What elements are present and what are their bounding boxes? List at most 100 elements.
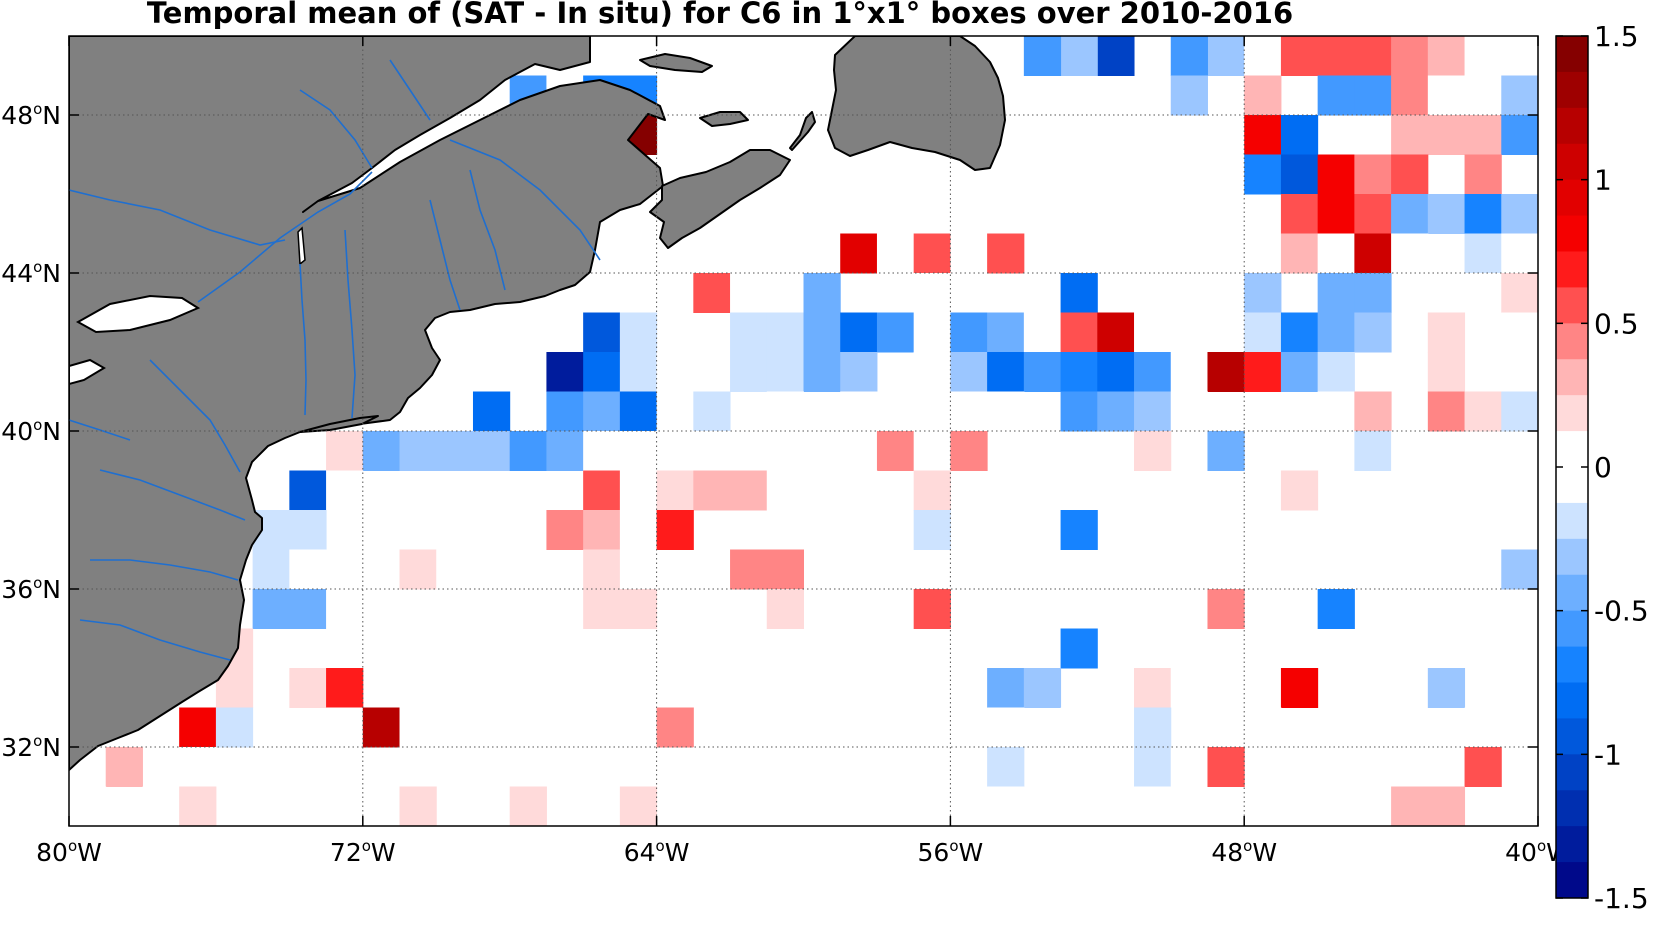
x-tick-label: 48oW	[1211, 837, 1277, 867]
river-james	[90, 559, 239, 581]
colorbar-segment	[1556, 36, 1588, 73]
colorbar-segment	[1556, 71, 1588, 109]
anomaly-cell	[1464, 273, 1502, 313]
anomaly-cell	[472, 549, 511, 590]
anomaly-cell	[583, 352, 621, 392]
anomaly-cell	[913, 233, 951, 274]
colorbar-segment	[1556, 610, 1588, 648]
anomaly-cell	[913, 431, 951, 471]
river-susquehanna	[149, 359, 241, 473]
anomaly-cell	[1280, 233, 1319, 274]
anomaly-cell	[1170, 36, 1208, 76]
anomaly-cell	[1464, 115, 1502, 155]
anomaly-cell	[1280, 470, 1319, 511]
colorbar-tick-label: 0.5	[1594, 307, 1639, 340]
anomaly-cell	[840, 233, 878, 274]
anomaly-cell	[1464, 391, 1502, 432]
anomaly-cell	[730, 312, 768, 353]
anomaly-cell	[1280, 36, 1319, 76]
anomaly-cell	[1097, 36, 1135, 76]
colorbar-segment	[1556, 287, 1588, 324]
anomaly-cell	[1391, 431, 1429, 471]
anomaly-cell	[1060, 391, 1098, 432]
anomaly-cell	[179, 747, 217, 787]
graticule	[69, 36, 1538, 826]
anomaly-cell	[326, 431, 364, 471]
anomaly-cell	[1427, 747, 1466, 787]
anomaly-cell	[766, 273, 804, 313]
anomaly-cell	[766, 470, 804, 511]
anomaly-cell	[1134, 352, 1172, 392]
anomaly-cell	[1244, 273, 1282, 313]
anomaly-cell	[1464, 233, 1502, 274]
anomaly-cell	[730, 549, 768, 590]
anomaly-cell	[1023, 668, 1062, 708]
anomaly-cell	[1280, 115, 1319, 155]
anomaly-cell	[1060, 312, 1098, 353]
colorbar-segment	[1556, 323, 1588, 360]
anomaly-cell	[1134, 273, 1172, 313]
anomaly-cell	[987, 786, 1025, 826]
anomaly-cell	[766, 589, 804, 629]
anomaly-cell	[583, 707, 621, 748]
anomaly-cell	[1317, 431, 1355, 471]
anomaly-cell	[1060, 36, 1098, 76]
anomaly-cell	[583, 589, 621, 629]
colorbar-segment	[1556, 467, 1588, 504]
anomaly-cell	[619, 352, 658, 392]
anomaly-cell	[1501, 75, 1538, 116]
colorbar-segment	[1556, 431, 1588, 468]
anomaly-cell	[840, 352, 878, 392]
anomaly-cell	[69, 786, 107, 826]
anomaly-cell	[1427, 628, 1466, 669]
anomaly-cell	[289, 510, 327, 550]
anomaly-cell	[1060, 273, 1098, 313]
anomaly-cell	[1207, 747, 1245, 787]
anomaly-cell	[1501, 233, 1538, 274]
anomaly-cell	[1354, 273, 1392, 313]
anomaly-cell	[1170, 747, 1208, 787]
anomaly-cell	[1134, 391, 1172, 432]
anomaly-cell	[289, 549, 327, 590]
anomaly-cell	[656, 707, 694, 748]
anomaly-cell	[1354, 75, 1392, 116]
river-penobscot	[469, 169, 506, 291]
anomaly-cell	[179, 707, 217, 748]
land-nova-scotia	[649, 149, 791, 249]
anomaly-cell	[1023, 36, 1062, 76]
anomaly-cell	[656, 431, 694, 471]
anomaly-cell	[619, 431, 658, 471]
anomaly-cell	[546, 510, 584, 550]
anomaly-cell	[803, 352, 841, 392]
land-anticosti	[639, 53, 713, 73]
anomaly-cell	[1354, 194, 1392, 234]
anomaly-cell	[1391, 786, 1429, 826]
anomaly-cell	[1427, 391, 1466, 432]
anomaly-cell	[987, 352, 1025, 392]
anomaly-cell	[1464, 707, 1502, 748]
colorbar-tick-label: -0.5	[1594, 595, 1649, 628]
x-tick-label: 64oW	[624, 837, 690, 867]
anomaly-cell	[1501, 391, 1538, 432]
anomaly-cell	[876, 431, 915, 471]
anomaly-cell	[950, 233, 988, 274]
anomaly-cell	[1060, 470, 1098, 511]
y-tick-label: 36oN	[1, 574, 61, 604]
anomaly-cell	[289, 470, 327, 511]
colorbar-tick-label: -1	[1594, 738, 1622, 771]
anomaly-cell	[1427, 75, 1466, 116]
anomaly-cell	[252, 747, 290, 787]
anomaly-cell	[913, 352, 951, 392]
colorbar-segment	[1556, 179, 1588, 217]
anomaly-cell	[583, 431, 621, 471]
anomaly-cell	[1244, 233, 1282, 274]
anomaly-cell	[1134, 312, 1172, 353]
anomaly-cell	[987, 668, 1025, 708]
anomaly-cell	[1317, 391, 1355, 432]
anomaly-cell	[803, 273, 841, 313]
anomaly-cell	[1060, 786, 1098, 826]
anomaly-cell	[583, 549, 621, 590]
anomaly-cell	[1391, 36, 1429, 76]
axis-ticks: 80oW72oW64oW56oW48oW40oW32oN36oN40oN44oN…	[1, 36, 1571, 867]
anomaly-cell	[1170, 75, 1208, 116]
